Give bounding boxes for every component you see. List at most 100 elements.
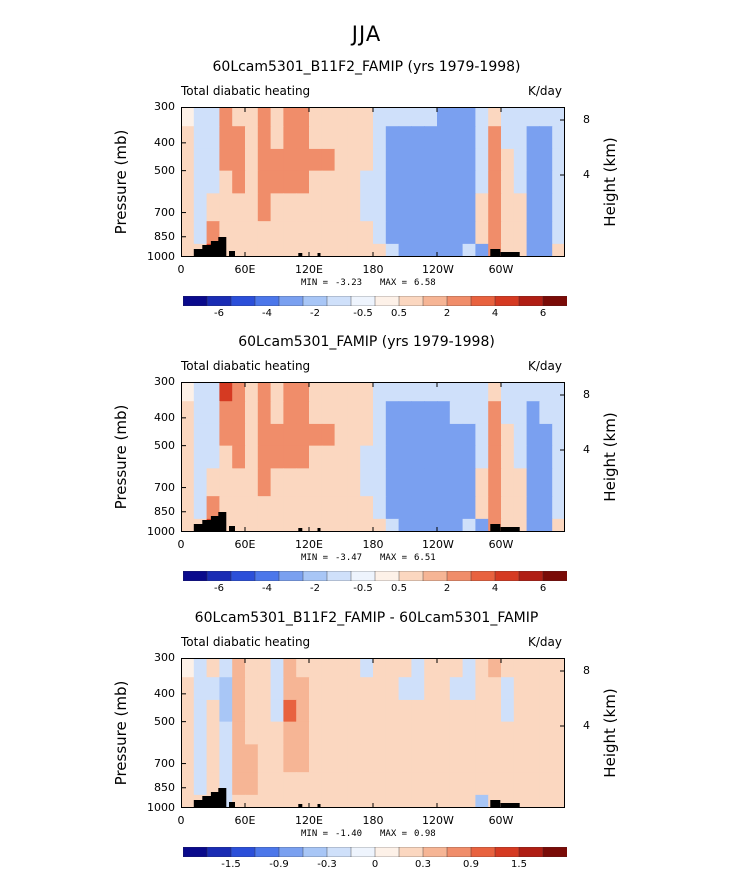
heatmap-cell — [321, 658, 336, 678]
heatmap-cell — [283, 699, 297, 723]
heatmap-cell — [449, 243, 464, 257]
heatmap-cell — [449, 772, 464, 796]
x-tick-label: 60E — [234, 263, 256, 276]
heatmap-cell — [347, 107, 361, 127]
heatmap-cell — [257, 423, 272, 447]
right-tick-label: 4 — [583, 719, 590, 732]
heatmap-cell — [462, 677, 476, 701]
heatmap-cell — [206, 445, 220, 469]
heatmap-cell — [539, 658, 553, 678]
heatmap-cell — [373, 193, 387, 222]
heatmap-cell — [206, 126, 220, 150]
heatmap-cell — [296, 445, 310, 469]
x-tick-label: 60W — [488, 814, 514, 827]
heatmap-cell — [245, 401, 259, 425]
heatmap-cell — [385, 221, 400, 245]
x-tick-label: 0 — [177, 538, 185, 551]
heatmap-cell — [296, 243, 310, 257]
heatmap-cell — [437, 744, 451, 773]
heatmap-cell — [373, 221, 387, 245]
heatmap-cell — [360, 148, 374, 172]
colorbar-label: -0.3 — [317, 859, 337, 870]
heatmap-cell — [488, 744, 502, 773]
colorbar-swatch — [350, 847, 376, 857]
heatmap-cell — [526, 107, 540, 127]
heatmap-cell — [385, 107, 400, 127]
heatmap-cell — [552, 496, 565, 520]
heatmap-cell — [232, 699, 246, 723]
heatmap-cell — [398, 445, 412, 469]
colorbar-label: -2 — [310, 308, 320, 319]
heatmap-cell — [334, 170, 348, 194]
heatmap-cell — [449, 518, 464, 532]
heatmap-cell — [488, 677, 502, 701]
heatmap-cell — [373, 518, 387, 532]
heatmap-cell — [257, 148, 272, 172]
heatmap-cell — [283, 468, 297, 497]
colorbar-label: -2 — [310, 583, 320, 594]
heatmap-cell — [513, 468, 528, 497]
colorbar-label: -4 — [262, 308, 272, 319]
heatmap-cell — [398, 243, 412, 257]
heatmap-cell — [257, 126, 272, 150]
heatmap-cell — [270, 658, 284, 678]
heatmap-cell — [360, 658, 374, 678]
heatmap-cell — [449, 221, 464, 245]
heatmap-cell — [360, 170, 374, 194]
heatmap-cell — [385, 382, 400, 402]
colorbar-swatch — [446, 571, 472, 581]
heatmap-cell — [501, 382, 515, 402]
heatmap-cell — [334, 518, 348, 532]
heatmap-cell — [321, 107, 336, 127]
heatmap-cell — [270, 193, 284, 222]
heatmap-cell — [245, 126, 259, 150]
heatmap-cell — [513, 148, 528, 172]
heatmap-cell — [398, 468, 412, 497]
x-tick-label: 60W — [488, 538, 514, 551]
heatmap-cell — [321, 721, 336, 745]
heatmap-cell — [526, 794, 540, 808]
heatmap-cell — [449, 744, 464, 773]
heatmap-cell — [462, 468, 476, 497]
terrain-block — [298, 804, 303, 808]
heatmap-cell — [257, 401, 272, 425]
colorbar-swatch — [254, 296, 280, 306]
terrain-block — [229, 802, 235, 808]
panel-title: 60Lcam5301_B11F2_FAMIP (yrs 1979-1998) — [212, 59, 521, 75]
heatmap-cell — [206, 107, 220, 127]
heatmap-cell — [424, 382, 438, 402]
heatmap-cell — [513, 445, 528, 469]
heatmap-cell — [181, 148, 195, 172]
heatmap-cell — [488, 221, 502, 245]
max-label: MAX = — [380, 553, 408, 563]
heatmap-cell — [347, 423, 361, 447]
heatmap-cell — [219, 148, 233, 172]
heatmap-cell — [181, 107, 195, 127]
heatmap-cell — [411, 382, 425, 402]
heatmap-cell — [539, 496, 553, 520]
terrain-block — [193, 800, 204, 808]
heatmap-cell — [424, 193, 438, 222]
heatmap-cell — [373, 699, 387, 723]
colorbar-swatch — [326, 571, 352, 581]
heatmap-cell — [257, 794, 272, 808]
heatmap-cell — [526, 193, 540, 222]
colorbar-swatch — [542, 571, 567, 581]
colorbar-swatch — [518, 296, 544, 306]
heatmap-cell — [513, 658, 528, 678]
heatmap-cell — [411, 677, 425, 701]
colorbar-swatch — [326, 847, 352, 857]
colorbar-swatch — [326, 296, 352, 306]
heatmap-cell — [385, 193, 400, 222]
y-axis-label-right: Height (km) — [601, 137, 619, 227]
colorbar-swatch — [446, 296, 472, 306]
heatmap-cell — [270, 423, 284, 447]
heatmap-cell — [309, 468, 323, 497]
heatmap-cell — [488, 401, 502, 425]
heatmap-cell — [283, 658, 297, 678]
heatmap-cell — [437, 658, 451, 678]
colorbar-label: -6 — [214, 308, 224, 319]
heatmap-cell — [475, 107, 489, 127]
heatmap-cell — [488, 382, 502, 402]
heatmap-cell — [526, 518, 540, 532]
